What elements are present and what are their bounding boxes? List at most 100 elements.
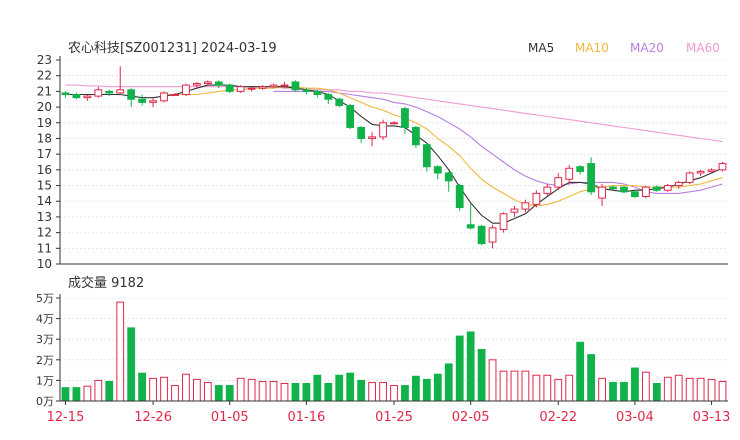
- price-tick-label: 19: [37, 116, 52, 130]
- candle: [214, 80, 223, 89]
- candle-body: [663, 185, 672, 191]
- candle-body: [258, 86, 267, 89]
- volume-bar: [324, 382, 333, 402]
- candle: [685, 171, 694, 184]
- candle-body: [61, 92, 70, 96]
- candle-body: [368, 136, 376, 139]
- candle: [433, 165, 442, 180]
- candle-body: [182, 84, 190, 96]
- candle: [652, 185, 661, 192]
- volume-y-axis: 0万 1万 2万 3万 4万 5万: [36, 292, 61, 408]
- candle-body: [510, 208, 519, 213]
- candle: [171, 92, 179, 97]
- volume-bar: [565, 374, 574, 402]
- volume-bar: [302, 382, 311, 402]
- volume-bar: [368, 381, 376, 402]
- volume-bar: [455, 335, 464, 402]
- volume-bar: [609, 381, 617, 402]
- candlesticks: [61, 66, 727, 249]
- volume-bar: [499, 370, 508, 402]
- candle-body: [127, 89, 136, 100]
- volume-bar: [203, 381, 212, 402]
- candle-body: [313, 90, 322, 96]
- volume-title: 成交量 9182: [68, 275, 144, 291]
- candle-body: [620, 186, 628, 193]
- candle-body: [247, 87, 256, 90]
- candle-body: [105, 90, 114, 94]
- candle-body: [171, 94, 179, 97]
- candle: [466, 202, 475, 230]
- price-tick-label: 11: [37, 241, 52, 255]
- volume-bar: [313, 374, 322, 402]
- candle-body: [696, 170, 705, 174]
- candle-body: [192, 83, 201, 86]
- volume-bar: [247, 378, 256, 402]
- volume-bar: [116, 301, 125, 402]
- candle: [192, 81, 201, 89]
- volume-bar: [543, 374, 552, 402]
- candle-body: [236, 86, 245, 92]
- volume-bar: [401, 385, 409, 402]
- candle-body: [160, 92, 168, 102]
- candle-body: [291, 81, 300, 91]
- candle: [587, 157, 596, 195]
- candle: [94, 86, 103, 98]
- volume-bar: [707, 378, 716, 402]
- candle: [368, 132, 376, 147]
- candle-body: [280, 84, 289, 87]
- volume-bar: [182, 373, 190, 402]
- candle-body: [652, 186, 661, 191]
- legend-ma60: MA60: [686, 41, 720, 55]
- candle-body: [335, 98, 344, 107]
- price-tick-label: 13: [37, 210, 52, 224]
- candle: [258, 85, 267, 90]
- candle: [499, 212, 508, 233]
- volume-bar: [674, 374, 683, 402]
- candle: [72, 92, 81, 100]
- candle: [280, 81, 289, 89]
- volume-bar: [412, 375, 420, 402]
- volume-tick-label: 4万: [36, 313, 54, 326]
- candle: [707, 168, 716, 173]
- volume-bar: [280, 382, 289, 402]
- volume-bar: [641, 371, 650, 402]
- legend-ma5: MA5: [528, 41, 554, 55]
- candle-body: [477, 225, 486, 245]
- candle-body: [412, 126, 420, 146]
- volume-tick-label: 3万: [36, 333, 54, 346]
- x-tick-label: 02-22: [539, 410, 577, 425]
- volume-bar: [620, 381, 628, 402]
- volume-bar: [685, 377, 694, 402]
- x-tick-label: 03-13: [693, 410, 731, 425]
- candle-body: [609, 186, 617, 190]
- candle-body: [346, 105, 355, 128]
- candle: [127, 88, 136, 108]
- candle: [203, 80, 212, 86]
- price-tick-label: 16: [37, 163, 52, 177]
- legend-ma10: MA10: [575, 41, 609, 55]
- candle-body: [641, 186, 650, 198]
- candle: [488, 224, 497, 249]
- candle: [160, 91, 168, 103]
- volume-tick-label: 2万: [36, 354, 54, 367]
- candle-body: [718, 163, 727, 171]
- x-tick-label: 03-04: [616, 410, 654, 425]
- candle: [696, 169, 705, 177]
- price-tick-label: 22: [37, 69, 52, 83]
- candle: [565, 165, 574, 184]
- volume-bar: [663, 376, 672, 402]
- candle-body: [587, 163, 596, 193]
- volume-bar: [466, 331, 475, 402]
- volume-bar: [532, 374, 541, 402]
- ma20-line: [273, 90, 723, 194]
- price-gridlines: [60, 59, 728, 265]
- candle: [379, 119, 387, 141]
- volume-bar: [390, 385, 398, 402]
- candle: [663, 183, 672, 192]
- volume-bar: [236, 377, 245, 402]
- candle-body: [149, 100, 157, 103]
- candle: [335, 97, 344, 108]
- volume-bar: [631, 367, 639, 402]
- candle: [225, 83, 234, 93]
